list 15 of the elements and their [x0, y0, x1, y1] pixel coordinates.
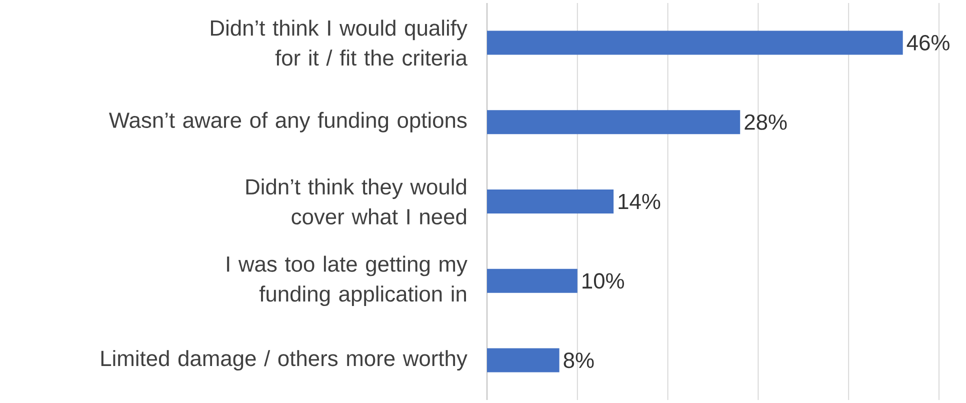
bar: [487, 268, 578, 293]
bar: [487, 110, 740, 134]
bar: [487, 30, 903, 55]
y-tick-label: Didn’t think I would qualify for it / fit the criteria: [211, 20, 468, 66]
y-tick-label: Wasn’t aware of any funding options: [108, 112, 467, 132]
y-tick-label: I was too late getting my funding application in: [227, 256, 468, 306]
data-label: 14%: [618, 194, 660, 210]
y-tick-label: Limited damage / others more worthy: [101, 350, 468, 371]
y-tick-label: Didn’t think they would cover what I need: [246, 178, 466, 224]
bar: [487, 348, 560, 372]
data-label: 8%: [564, 352, 594, 368]
data-label: 46%: [906, 34, 950, 50]
bar: [487, 190, 614, 214]
data-label: 10%: [582, 273, 624, 289]
data-label: 28%: [744, 114, 787, 130]
